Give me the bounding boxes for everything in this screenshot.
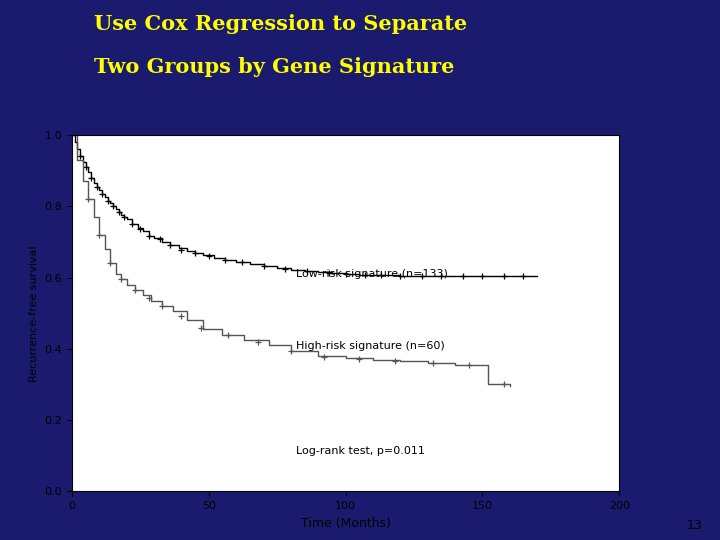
Text: Use Cox Regression to Separate: Use Cox Regression to Separate bbox=[94, 14, 467, 33]
Text: Low-risk signature (n=133): Low-risk signature (n=133) bbox=[297, 269, 449, 279]
Y-axis label: Recurrence-free survival: Recurrence-free survival bbox=[29, 245, 39, 382]
Text: Log-rank test, p=0.011: Log-rank test, p=0.011 bbox=[297, 446, 426, 456]
Text: High-risk signature (n=60): High-risk signature (n=60) bbox=[297, 341, 445, 350]
Text: 13: 13 bbox=[686, 519, 702, 532]
Text: Two Groups by Gene Signature: Two Groups by Gene Signature bbox=[94, 57, 454, 77]
X-axis label: Time (Months): Time (Months) bbox=[301, 517, 391, 530]
